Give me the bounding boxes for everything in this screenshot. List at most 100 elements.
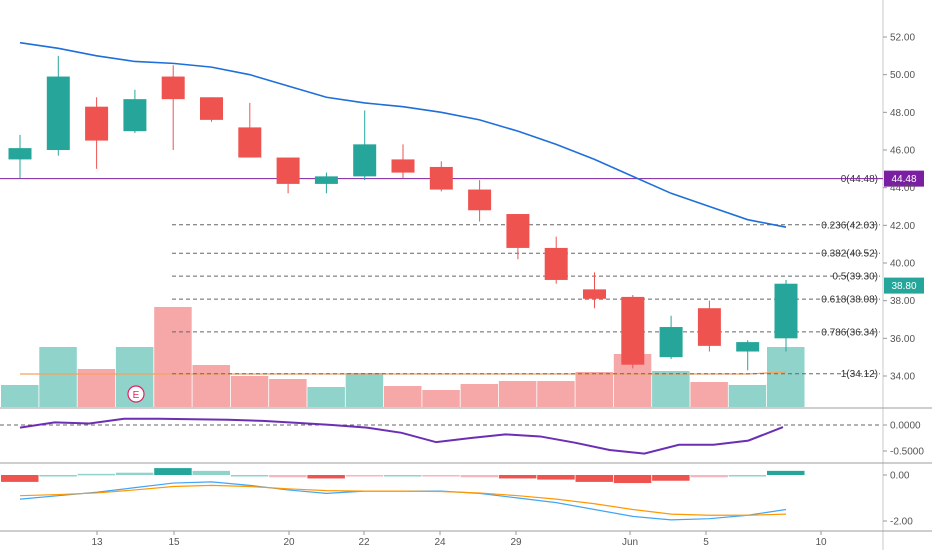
time-tick-label: 24: [434, 537, 446, 548]
macd-histogram-bar-positive: [192, 470, 230, 475]
candle-body: [468, 189, 492, 211]
candle-bearish: [276, 157, 300, 194]
fib-level-label: 1(34.12): [841, 369, 878, 380]
time-tick-label: 13: [91, 537, 103, 548]
price-tick-label: 44.00: [890, 183, 915, 194]
candles-layer: [8, 55, 798, 371]
macd-histogram-bar-negative: [460, 475, 499, 478]
fib-level-label: 0.618(38.08): [821, 295, 878, 306]
price-axis[interactable]: 52.00 50.00 48.00 46.00 44.00 42.00 40.00 38.00…: [883, 33, 915, 383]
macd-histogram-bar-negative: [422, 475, 460, 477]
macd-signal-line: [19, 484, 787, 516]
earnings-circle: [127, 385, 145, 403]
macd-histogram-bar-negative: [269, 475, 307, 478]
candle-body: [276, 157, 300, 184]
volume-bar: [690, 382, 728, 407]
macd-histogram-bar-negative: [1, 475, 39, 482]
candle-bearish: [544, 236, 568, 284]
oscillator-line: [19, 417, 784, 455]
candle-bullish: [353, 110, 377, 181]
price-tick-label: 34.00: [890, 372, 915, 383]
volume-bar: [345, 373, 384, 407]
candle-bearish: [85, 97, 109, 169]
candle-body: [583, 289, 606, 299]
volume-bar: [422, 390, 460, 407]
last-price-tag: [884, 277, 924, 294]
macd-pane: 0.00 -2.00: [1, 468, 913, 528]
candle-body: [391, 159, 415, 173]
volume-bar: [652, 371, 690, 407]
time-axis[interactable]: 13 15 20 22 24 29 Jun 5 10: [91, 531, 827, 548]
candle-body: [774, 283, 798, 339]
oscillator-tick-label: 0.0000: [890, 421, 921, 432]
volume-bar: [192, 365, 230, 407]
last-price-label: 38.80: [891, 281, 916, 292]
fib-level-label: 0.786(36.34): [821, 327, 878, 338]
price-tick-label: 52.00: [890, 33, 915, 44]
time-tick-label: 5: [703, 537, 709, 548]
volume-bar: [269, 379, 307, 407]
candle-bearish: [161, 65, 185, 150]
horizontal-line: 44.48 38.80: [0, 170, 924, 294]
moving-average-line: [19, 41, 787, 229]
macd-histogram-bar-negative: [345, 475, 384, 477]
macd-histogram-bar-positive: [77, 473, 116, 476]
candle-body: [506, 214, 530, 248]
macd-tick-label: 0.00: [890, 471, 910, 482]
candle-bullish: [8, 134, 32, 179]
candle-body: [621, 296, 645, 365]
oscillator-pane: 0.0000 -0.5000: [0, 417, 924, 458]
macd-histogram-bar-positive: [39, 475, 77, 477]
macd-histogram-bar-positive: [384, 475, 422, 477]
volume-bar: [154, 307, 192, 407]
time-tick-label: 22: [358, 537, 370, 548]
volume-bar: [77, 369, 116, 407]
fib-level-label: 0(44.48): [841, 174, 878, 185]
candle-bearish: [200, 97, 223, 122]
volume-bar: [384, 386, 422, 407]
macd-histogram-bar-negative: [652, 475, 690, 481]
candle-body: [85, 106, 109, 141]
candle-bearish: [391, 144, 415, 179]
earnings-marker: E: [127, 385, 145, 403]
volume-bar: [307, 387, 345, 407]
macd-histogram-bar-negative: [575, 475, 613, 482]
time-tick-label: 15: [168, 537, 180, 548]
candle-body: [353, 144, 377, 177]
candle-body: [429, 166, 453, 190]
candle-bearish: [697, 300, 721, 352]
candle-body: [544, 247, 568, 280]
candle-body: [46, 76, 70, 150]
candle-bearish: [238, 102, 262, 158]
candle-body: [659, 327, 683, 358]
time-tick-label: 20: [283, 537, 295, 548]
volume-bar: [39, 347, 77, 407]
price-tick-label: 38.00: [890, 296, 915, 307]
horizontal-line-price-text: 44.48: [891, 174, 916, 185]
candle-bullish: [314, 172, 338, 194]
candle-bullish: [659, 315, 683, 360]
time-tick-label: 10: [815, 537, 827, 548]
macd-histogram-bar-negative: [537, 475, 575, 480]
candle-bearish: [583, 272, 606, 309]
volume-bar: [460, 384, 499, 407]
candle-body: [200, 97, 223, 120]
price-tick-label: 36.00: [890, 334, 915, 345]
fib-level-label: 0.236(42.03): [821, 220, 878, 231]
candle-bearish: [506, 214, 530, 260]
candle-bearish: [621, 295, 645, 369]
earnings-label: E: [133, 390, 140, 401]
macd-histogram-bar-positive: [154, 468, 192, 475]
candle-body: [238, 127, 262, 158]
macd-histogram-bar-positive: [767, 470, 805, 475]
candle-bullish: [736, 340, 760, 371]
macd-histogram-bar-positive: [230, 475, 269, 477]
volume-bar: [767, 347, 805, 407]
time-tick-label: Jun: [622, 537, 638, 548]
candle-bullish: [123, 89, 147, 134]
candle-body: [697, 308, 721, 346]
volume-bar: [230, 376, 269, 407]
macd-histogram-bar-negative: [307, 475, 345, 479]
candle-body: [8, 148, 32, 160]
